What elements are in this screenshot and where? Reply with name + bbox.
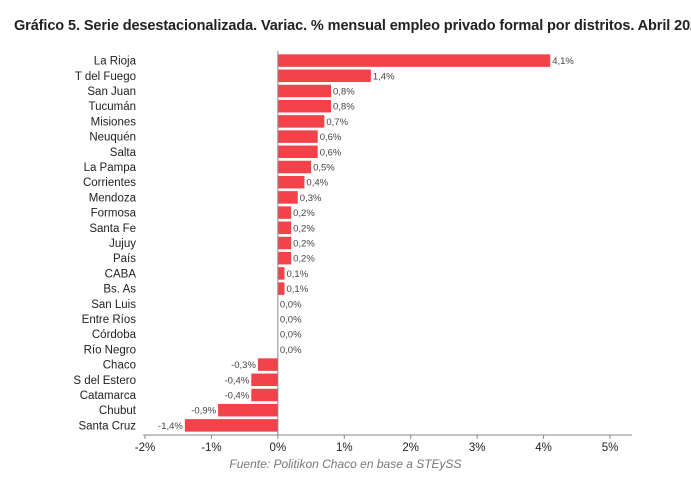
value-label: 0,4% [306,178,328,189]
bar-9 [277,191,298,204]
value-label: 0,1% [287,284,309,295]
value-label: 0,6% [320,132,342,143]
x-tick-label: 2% [402,442,419,454]
value-label: 0,2% [293,208,315,219]
chart-title: Gráfico 5. Serie desestacionalizada. Var… [14,18,691,34]
x-tick-label: 5% [602,442,619,454]
bar-21 [251,373,278,387]
bars-layer [184,54,551,432]
bar-8 [277,175,305,189]
category-label: País [113,253,136,265]
category-label: Córdoba [92,329,137,341]
x-tick-label: 1% [336,442,353,454]
value-label: 1,4% [373,71,395,82]
category-label: Mendoza [89,192,137,204]
bar-20 [257,358,278,371]
value-label: 0,2% [293,254,315,265]
bar-15 [277,282,285,295]
bar-4 [277,115,325,128]
category-label: La Pampa [84,162,137,174]
value-label: -0,4% [224,391,249,402]
category-label: San Juan [87,86,136,98]
category-label: Jujuy [109,238,136,250]
category-label: Río Negro [84,344,136,356]
bar-3 [277,99,331,113]
bar-24 [184,419,278,432]
value-label: 0,7% [326,117,348,128]
x-tick-label: -2% [135,442,155,454]
x-tick-label: 4% [535,442,552,454]
category-label: Catamarca [80,390,137,402]
value-label: 0,6% [320,147,342,158]
bar-2 [277,84,331,98]
bar-11 [277,221,292,235]
category-label: San Luis [91,299,136,311]
value-label: 4,1% [552,56,574,67]
value-label: 0,5% [313,163,335,174]
category-label: Chubut [99,405,137,417]
category-label: Salta [110,147,137,159]
value-labels: 4,1% 1,4% 0,8% 0,8% 0,7% 0,6% 0,6% 0,5% 0,4% 0,3%… [158,56,574,432]
value-label: 0,8% [333,87,355,98]
category-label: Neuquén [89,132,136,144]
category-label: Santa Cruz [78,420,136,432]
bar-13 [277,251,292,265]
category-label: La Rioja [94,56,137,68]
bar-10 [277,206,292,219]
value-label: 0,0% [280,299,302,310]
category-label: Corrientes [83,177,136,189]
bar-12 [277,236,292,250]
value-label: 0,0% [280,345,302,356]
bar-14 [277,267,285,280]
x-tick-label: -1% [201,442,221,454]
value-label: 0,3% [300,193,322,204]
category-labels: La Rioja T del Fuego San Juan Tucumán Mision… [73,56,136,433]
value-label: 0,2% [293,239,315,250]
category-label: CABA [105,268,137,280]
category-label: Santa Fe [89,223,136,235]
bar-7 [277,160,312,174]
value-label: 0,0% [280,330,302,341]
x-tick-label: 3% [469,442,486,454]
bar-6 [277,145,318,159]
value-label: 0,8% [333,102,355,113]
bar-0 [277,54,551,67]
category-label: S del Estero [73,375,136,387]
category-label: Bs. As [103,284,136,296]
bar-5 [277,130,318,143]
value-label: 0,2% [293,223,315,234]
value-label: -0,9% [191,406,216,417]
category-label: Misiones [91,116,137,128]
value-label: -1,4% [158,421,183,432]
value-label: -0,4% [224,375,249,386]
value-label: -0,3% [231,360,256,371]
category-label: T del Fuego [75,71,136,83]
bar-1 [277,69,371,83]
category-label: Entre Ríos [82,314,137,326]
bar-22 [251,388,278,402]
source-note: Fuente: Politikon Chaco en base a STEySS [229,457,462,471]
value-label: 0,1% [287,269,309,280]
category-label: Formosa [91,208,137,220]
category-label: Chaco [103,360,136,372]
x-tick-label: 0% [270,442,287,454]
value-label: 0,0% [280,315,302,326]
x-axis: -2% -1% 0% 1% 2% 3% 4% 5% [135,434,632,454]
bar-23 [218,403,278,417]
category-label: Tucumán [88,101,136,113]
